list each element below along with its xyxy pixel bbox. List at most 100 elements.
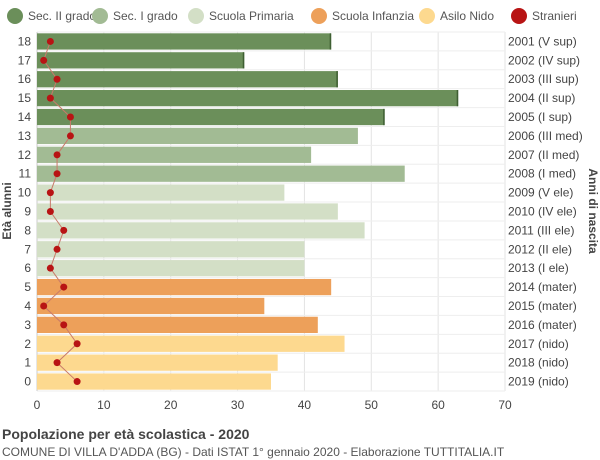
- x-tick-label: 50: [365, 398, 379, 412]
- bar: [37, 354, 278, 371]
- y-tick-label-age: 1: [24, 356, 31, 370]
- stranieri-point: [53, 170, 61, 178]
- y-tick-label-year: 2017 (nido): [508, 337, 569, 351]
- bar: [37, 90, 459, 107]
- legend-item: Scuola Infanzia: [311, 8, 414, 24]
- x-tick-label: 0: [34, 398, 41, 412]
- chart-subtitle: COMUNE DI VILLA D'ADDA (BG) - Dati ISTAT…: [2, 445, 505, 459]
- y-tick-label-year: 2011 (III ele): [508, 223, 574, 237]
- bar: [37, 108, 385, 126]
- bar: [37, 222, 365, 239]
- bar: [37, 297, 265, 315]
- y-tick-label-year: 2006 (III med): [508, 129, 583, 143]
- bar: [37, 316, 318, 333]
- stranieri-point: [73, 378, 81, 386]
- y-tick-label-age: 2: [24, 337, 31, 351]
- bar: [37, 127, 358, 145]
- legend-swatch: [311, 8, 327, 24]
- legend-swatch: [92, 8, 108, 24]
- stranieri-point: [53, 151, 61, 159]
- chart-legend: Sec. II grado Sec. I grado Scuola Primaria…: [7, 8, 577, 24]
- stranieri-point: [53, 75, 61, 83]
- bar: [37, 165, 405, 182]
- y-tick-label-age: 16: [18, 72, 32, 86]
- legend-item: Sec. II grado: [7, 8, 96, 24]
- x-tick-label: 30: [231, 398, 245, 412]
- bar-edge: [383, 108, 385, 126]
- stranieri-point: [66, 113, 74, 121]
- stranieri-point: [60, 226, 68, 234]
- y-tick-label-age: 6: [24, 261, 31, 275]
- stranieri-point: [66, 132, 74, 140]
- stranieri-point: [60, 321, 68, 329]
- x-tick-label: 60: [431, 398, 445, 412]
- y-axis-title-right: Anni di nascita: [586, 168, 600, 254]
- bar: [37, 71, 338, 88]
- legend-label: Asilo Nido: [440, 9, 494, 23]
- y-axis-title-left: Età alunni: [0, 182, 14, 239]
- x-tick-label: 40: [298, 398, 312, 412]
- bar: [37, 146, 312, 163]
- y-tick-label-age: 4: [24, 299, 31, 313]
- y-tick-label-year: 2015 (mater): [508, 299, 577, 313]
- y-tick-label-age: 9: [24, 205, 31, 219]
- stranieri-point: [60, 283, 68, 291]
- bar: [37, 335, 345, 352]
- bar: [37, 241, 305, 258]
- y-tick-label-age: 0: [24, 375, 31, 389]
- x-tick-label: 20: [164, 398, 178, 412]
- legend-swatch: [188, 8, 204, 24]
- stranieri-point: [46, 94, 54, 102]
- legend-label: Stranieri: [532, 9, 577, 23]
- bar: [37, 278, 332, 296]
- legend-label: Sec. II grado: [28, 9, 96, 23]
- stranieri-point: [73, 340, 81, 348]
- y-tick-label-age: 13: [18, 129, 32, 143]
- stranieri-point: [46, 264, 54, 272]
- y-tick-label-year: 2012 (II ele): [508, 242, 572, 256]
- y-tick-label-year: 2009 (V ele): [508, 186, 573, 200]
- legend-item: Sec. I grado: [92, 8, 178, 24]
- y-tick-label-year: 2013 (I ele): [508, 261, 569, 275]
- bar: [37, 203, 338, 220]
- y-tick-label-year: 2007 (II med): [508, 148, 579, 162]
- y-tick-label-age: 14: [18, 110, 32, 124]
- legend-label: Sec. I grado: [113, 9, 178, 23]
- chart-title: Popolazione per età scolastica - 2020: [2, 426, 250, 442]
- legend-item: Scuola Primaria: [188, 8, 294, 24]
- bar-edge: [329, 33, 332, 50]
- y-tick-label-age: 8: [24, 223, 31, 237]
- y-tick-label-age: 10: [18, 186, 32, 200]
- y-tick-label-year: 2019 (nido): [508, 375, 569, 389]
- y-tick-label-age: 7: [24, 242, 31, 256]
- bar: [37, 33, 332, 50]
- y-tick-label-year: 2010 (IV ele): [508, 205, 577, 219]
- stranieri-point: [46, 189, 54, 197]
- y-tick-label-age: 5: [24, 280, 31, 294]
- legend-label: Scuola Primaria: [209, 9, 294, 23]
- bar-edge: [242, 52, 245, 69]
- school-age-chart: Sec. II grado Sec. I grado Scuola Primaria…: [0, 8, 600, 412]
- y-tick-label-age: 3: [24, 318, 31, 332]
- x-tick-label: 70: [498, 398, 512, 412]
- bar-edge: [456, 90, 459, 107]
- y-tick-label-year: 2016 (mater): [508, 318, 577, 332]
- y-tick-label-year: 2005 (I sup): [508, 110, 572, 124]
- x-tick-label: 10: [97, 398, 111, 412]
- y-tick-label-year: 2018 (nido): [508, 356, 569, 370]
- legend-item: Asilo Nido: [419, 8, 494, 24]
- legend-swatch: [7, 8, 23, 24]
- bar: [37, 184, 285, 201]
- stranieri-point: [46, 208, 54, 215]
- stranieri-point: [53, 359, 61, 367]
- legend-swatch: [511, 8, 527, 24]
- bar: [37, 373, 271, 390]
- legend-label: Scuola Infanzia: [332, 9, 414, 23]
- stranieri-series: [40, 37, 81, 386]
- bar: [37, 260, 305, 277]
- y-tick-label-age: 12: [18, 148, 32, 162]
- y-tick-label-year: 2014 (mater): [508, 280, 577, 294]
- chart-bars: [37, 33, 459, 390]
- y-tick-label-age: 11: [19, 167, 32, 181]
